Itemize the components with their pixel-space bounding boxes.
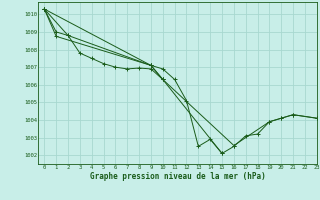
X-axis label: Graphe pression niveau de la mer (hPa): Graphe pression niveau de la mer (hPa) [90,172,266,181]
